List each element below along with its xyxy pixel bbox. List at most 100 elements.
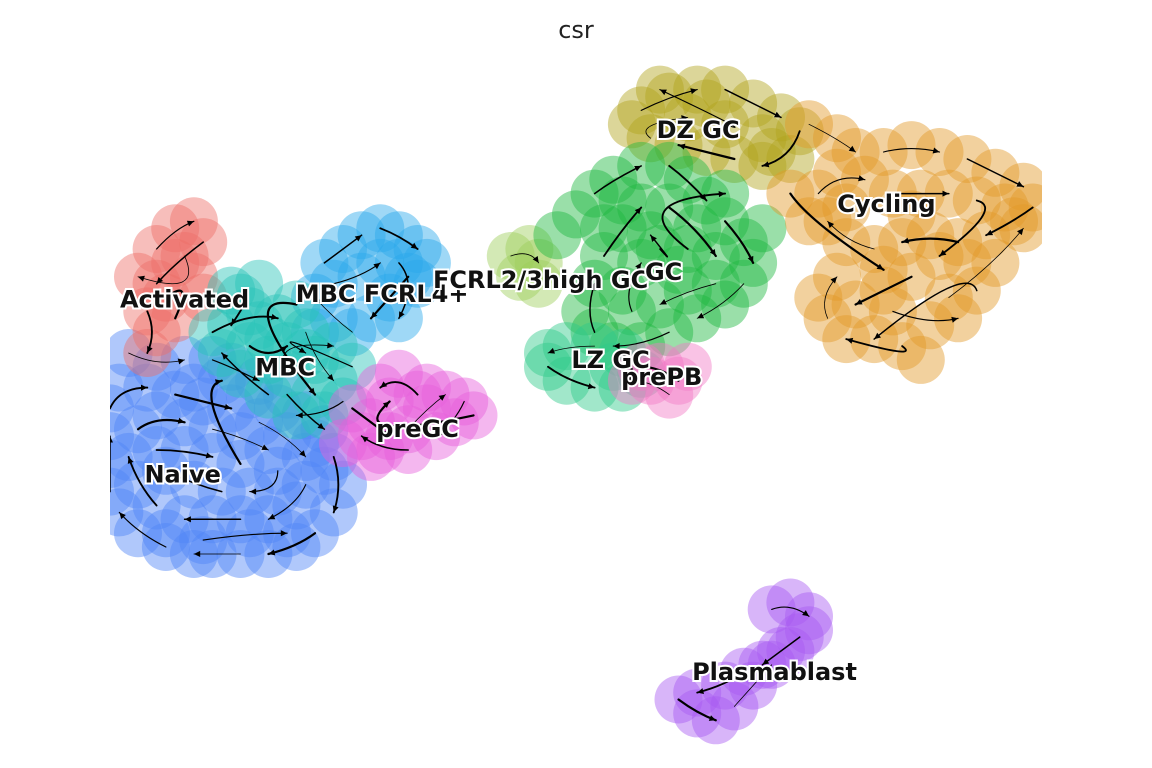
streamline	[649, 234, 669, 258]
streamline-arrowhead	[532, 256, 539, 263]
streamline-arrowhead	[650, 235, 657, 242]
streamline-arrowhead	[205, 452, 213, 459]
streamline-arrowhead	[177, 358, 185, 365]
point-cycling	[906, 211, 955, 260]
point-cycling	[813, 148, 861, 197]
streamline-arrowhead	[659, 89, 667, 96]
point-naive	[160, 426, 209, 474]
streamline	[661, 192, 727, 250]
streamline	[202, 532, 288, 541]
streamline	[845, 338, 907, 353]
cluster-label-cycling: Cycling	[837, 190, 935, 218]
streamline-arrowhead	[193, 550, 201, 557]
point-gc	[561, 287, 610, 336]
cluster-label-naive: Naive	[144, 460, 220, 488]
point-cycling	[887, 121, 936, 170]
cluster-label-activated: Activated	[120, 286, 249, 314]
point-naive	[253, 467, 302, 516]
point-pregc	[319, 419, 367, 468]
point-mbc	[235, 301, 284, 350]
cluster-label-fcrl2-3high-gc: FCRL2/3high GC	[433, 266, 648, 294]
point-mbc-fcrl4	[402, 238, 451, 287]
point-naive	[300, 446, 349, 495]
streamline-arrowhead	[110, 436, 113, 443]
point-dz-gc	[607, 100, 656, 149]
streamline	[137, 255, 190, 285]
point-mbc	[300, 391, 349, 440]
streamline	[938, 199, 987, 257]
streamline-arrowhead	[902, 237, 910, 244]
point-cycling	[980, 183, 1029, 232]
streamline-arrowhead	[709, 249, 716, 256]
streamline-arrowhead	[1017, 228, 1024, 236]
cluster-label-pregc: preGC	[376, 415, 459, 443]
point-naive	[169, 363, 218, 412]
point-gc	[663, 266, 712, 315]
point-activated	[151, 204, 200, 253]
point-dz-gc	[645, 72, 694, 121]
cluster-label-gc: GC	[645, 258, 682, 286]
streamline-arrowhead	[827, 221, 835, 228]
streamline-arrowhead	[690, 88, 698, 95]
point-pregc	[347, 432, 395, 481]
cluster-label-plasmablast: Plasmablast	[692, 658, 857, 686]
point-cycling	[999, 162, 1042, 211]
cluster-mbc	[188, 259, 377, 440]
streamline	[659, 89, 736, 128]
point-pregc	[430, 398, 479, 447]
streamline-arrowhead	[380, 381, 388, 388]
cluster-label-prepb: prePB	[621, 363, 702, 391]
streamline-arrowhead	[299, 450, 306, 457]
point-mbc	[216, 349, 265, 398]
streamline-arrowhead	[986, 229, 994, 236]
streamline-arrowhead	[332, 505, 339, 513]
streamline	[948, 227, 1024, 298]
streamline-arrowhead	[635, 262, 642, 270]
streamline-arrowhead	[678, 143, 686, 150]
point-naive	[225, 509, 274, 558]
streamline-arrowhead	[942, 190, 949, 197]
streamline-arrowhead	[708, 715, 716, 721]
point-lz-gc	[542, 322, 591, 371]
point-plasmablast	[785, 606, 833, 655]
streamline-arrowhead	[631, 377, 639, 384]
point-cycling	[971, 238, 1020, 287]
streamline-arrowhead	[747, 255, 754, 263]
point-gc	[552, 190, 600, 239]
point-activated	[132, 308, 181, 357]
point-cycling	[990, 197, 1038, 246]
streamline-arrowhead	[141, 384, 148, 391]
streamline-arrowhead	[382, 401, 390, 408]
streamline-arrowhead	[261, 444, 269, 450]
streamline-arrowhead	[221, 353, 229, 360]
streamline-arrowhead	[373, 262, 381, 270]
streamline-arrowhead	[252, 375, 260, 381]
point-naive	[272, 523, 321, 571]
streamline-arrowhead	[858, 175, 865, 182]
cluster-label-lz-gc: LZ GC	[571, 346, 649, 374]
point-mbc-fcrl4	[291, 308, 339, 357]
point-lz-gc	[542, 356, 591, 405]
streamline-arrowhead	[634, 165, 642, 172]
streamline-arrowhead	[846, 337, 854, 344]
streamline-arrowhead	[165, 291, 173, 298]
streamline	[789, 192, 885, 271]
point-fcrl2-3high-gc	[496, 252, 545, 301]
streamline-arrowhead	[249, 488, 257, 495]
point-gc	[598, 176, 647, 225]
streamline-arrowhead	[848, 145, 856, 152]
point-mbc	[207, 266, 256, 315]
point-mbc	[291, 335, 339, 384]
point-cycling	[906, 301, 955, 350]
streamline-arrowhead	[268, 513, 276, 520]
point-mbc-fcrl4	[309, 294, 358, 343]
streamline-arrowhead	[371, 311, 378, 319]
point-mbc-fcrl4	[374, 211, 423, 260]
streamline-arrowhead	[317, 423, 325, 430]
streamline-arrowhead	[147, 346, 153, 353]
streamline-arrowhead	[622, 353, 630, 360]
streamline-arrowhead	[119, 512, 126, 520]
streamline-arrowhead	[587, 383, 595, 390]
point-cycling	[822, 183, 871, 232]
streamline-arrowhead	[718, 191, 726, 198]
